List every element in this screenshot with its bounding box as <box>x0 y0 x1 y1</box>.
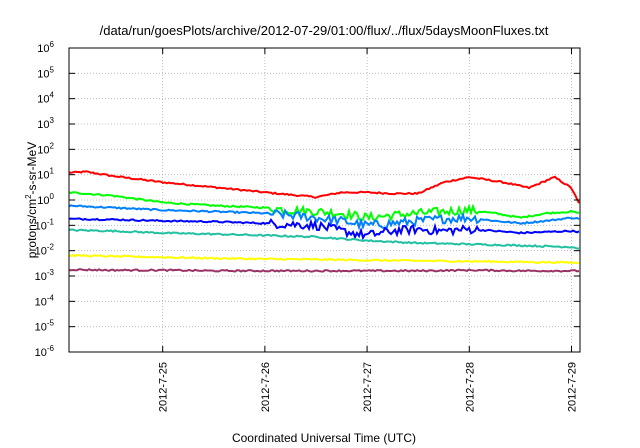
y-tick-label-exponent: -3 <box>47 268 55 277</box>
series-line <box>68 268 580 273</box>
y-tick-label-exponent: -5 <box>47 319 55 328</box>
y-tick-label: 10-4 <box>35 293 55 308</box>
y-tick-label-base: 10 <box>35 220 47 232</box>
y-tick-label-exponent: 1 <box>50 167 55 176</box>
y-axis-ticks: 10-610-510-410-310-210-11001011021031041… <box>35 40 580 359</box>
x-tick-label: 2012-7-28 <box>464 362 476 412</box>
y-tick-label-exponent: 6 <box>50 40 55 49</box>
series-line <box>68 253 580 265</box>
y-tick-label-exponent: 5 <box>50 65 55 74</box>
y-tick-label-exponent: 3 <box>50 116 55 125</box>
y-tick-label-base: 10 <box>37 195 49 207</box>
y-tick-label: 100 <box>37 192 54 207</box>
y-tick-label-base: 10 <box>37 94 49 106</box>
y-tick-label: 10-2 <box>35 243 55 258</box>
y-tick-label: 10-3 <box>35 268 55 283</box>
series-line <box>68 228 579 250</box>
chart-title: /data/run/goesPlots/archive/2012-07-29/0… <box>100 23 549 38</box>
x-axis-ticks: 2012-7-25 2012-7-26 2012-7-27 2012-7-28 2012… <box>158 48 578 412</box>
series-line <box>68 204 580 231</box>
y-tick-label-exponent: -6 <box>47 344 55 353</box>
y-tick-label-base: 10 <box>37 119 49 131</box>
x-tick-label: 2012-7-27 <box>362 362 374 412</box>
y-axis-label-pre: protons/cm <box>25 199 39 258</box>
y-tick-label-base: 10 <box>35 296 47 308</box>
x-axis-label: Coordinated Universal Time (UTC) <box>232 431 416 445</box>
y-tick-label: 106 <box>37 40 54 55</box>
y-tick-label-exponent: 4 <box>50 91 55 100</box>
y-tick-label-base: 10 <box>35 322 47 334</box>
series-line <box>68 170 580 204</box>
y-tick-label-exponent: -4 <box>47 293 55 302</box>
y-tick-label-base: 10 <box>37 170 49 182</box>
x-tick-label: 2012-7-29 <box>566 362 578 412</box>
y-tick-label: 102 <box>37 141 54 156</box>
y-tick-label-exponent: 0 <box>50 192 55 201</box>
grid <box>69 48 580 352</box>
y-axis-label-sup: 2 <box>24 194 33 199</box>
y-axis-label-post: -s-sr-MeV <box>25 142 39 195</box>
series-line <box>68 191 580 223</box>
series-line <box>68 217 580 241</box>
y-tick-label: 103 <box>37 116 54 131</box>
y-tick-label-base: 10 <box>35 347 47 359</box>
y-tick-label-exponent: -2 <box>47 243 55 252</box>
y-tick-label-base: 10 <box>37 68 49 80</box>
y-tick-label: 101 <box>37 167 54 182</box>
y-tick-label: 105 <box>37 65 54 80</box>
y-tick-label-exponent: -1 <box>47 217 55 226</box>
y-tick-label-base: 10 <box>37 43 49 55</box>
y-tick-label: 10-1 <box>35 217 55 232</box>
y-tick-label-exponent: 2 <box>50 141 55 150</box>
y-tick-label: 104 <box>37 91 54 106</box>
x-tick-label: 2012-7-25 <box>158 362 170 412</box>
y-tick-label-base: 10 <box>35 271 47 283</box>
y-axis-label: protons/cm2-s-sr-MeV <box>24 142 39 258</box>
series-layer <box>68 170 580 273</box>
y-tick-label-base: 10 <box>37 144 49 156</box>
x-tick-label: 2012-7-26 <box>260 362 272 412</box>
y-tick-label: 10-6 <box>35 344 55 359</box>
y-tick-label: 10-5 <box>35 319 55 334</box>
y-tick-label-base: 10 <box>35 246 47 258</box>
